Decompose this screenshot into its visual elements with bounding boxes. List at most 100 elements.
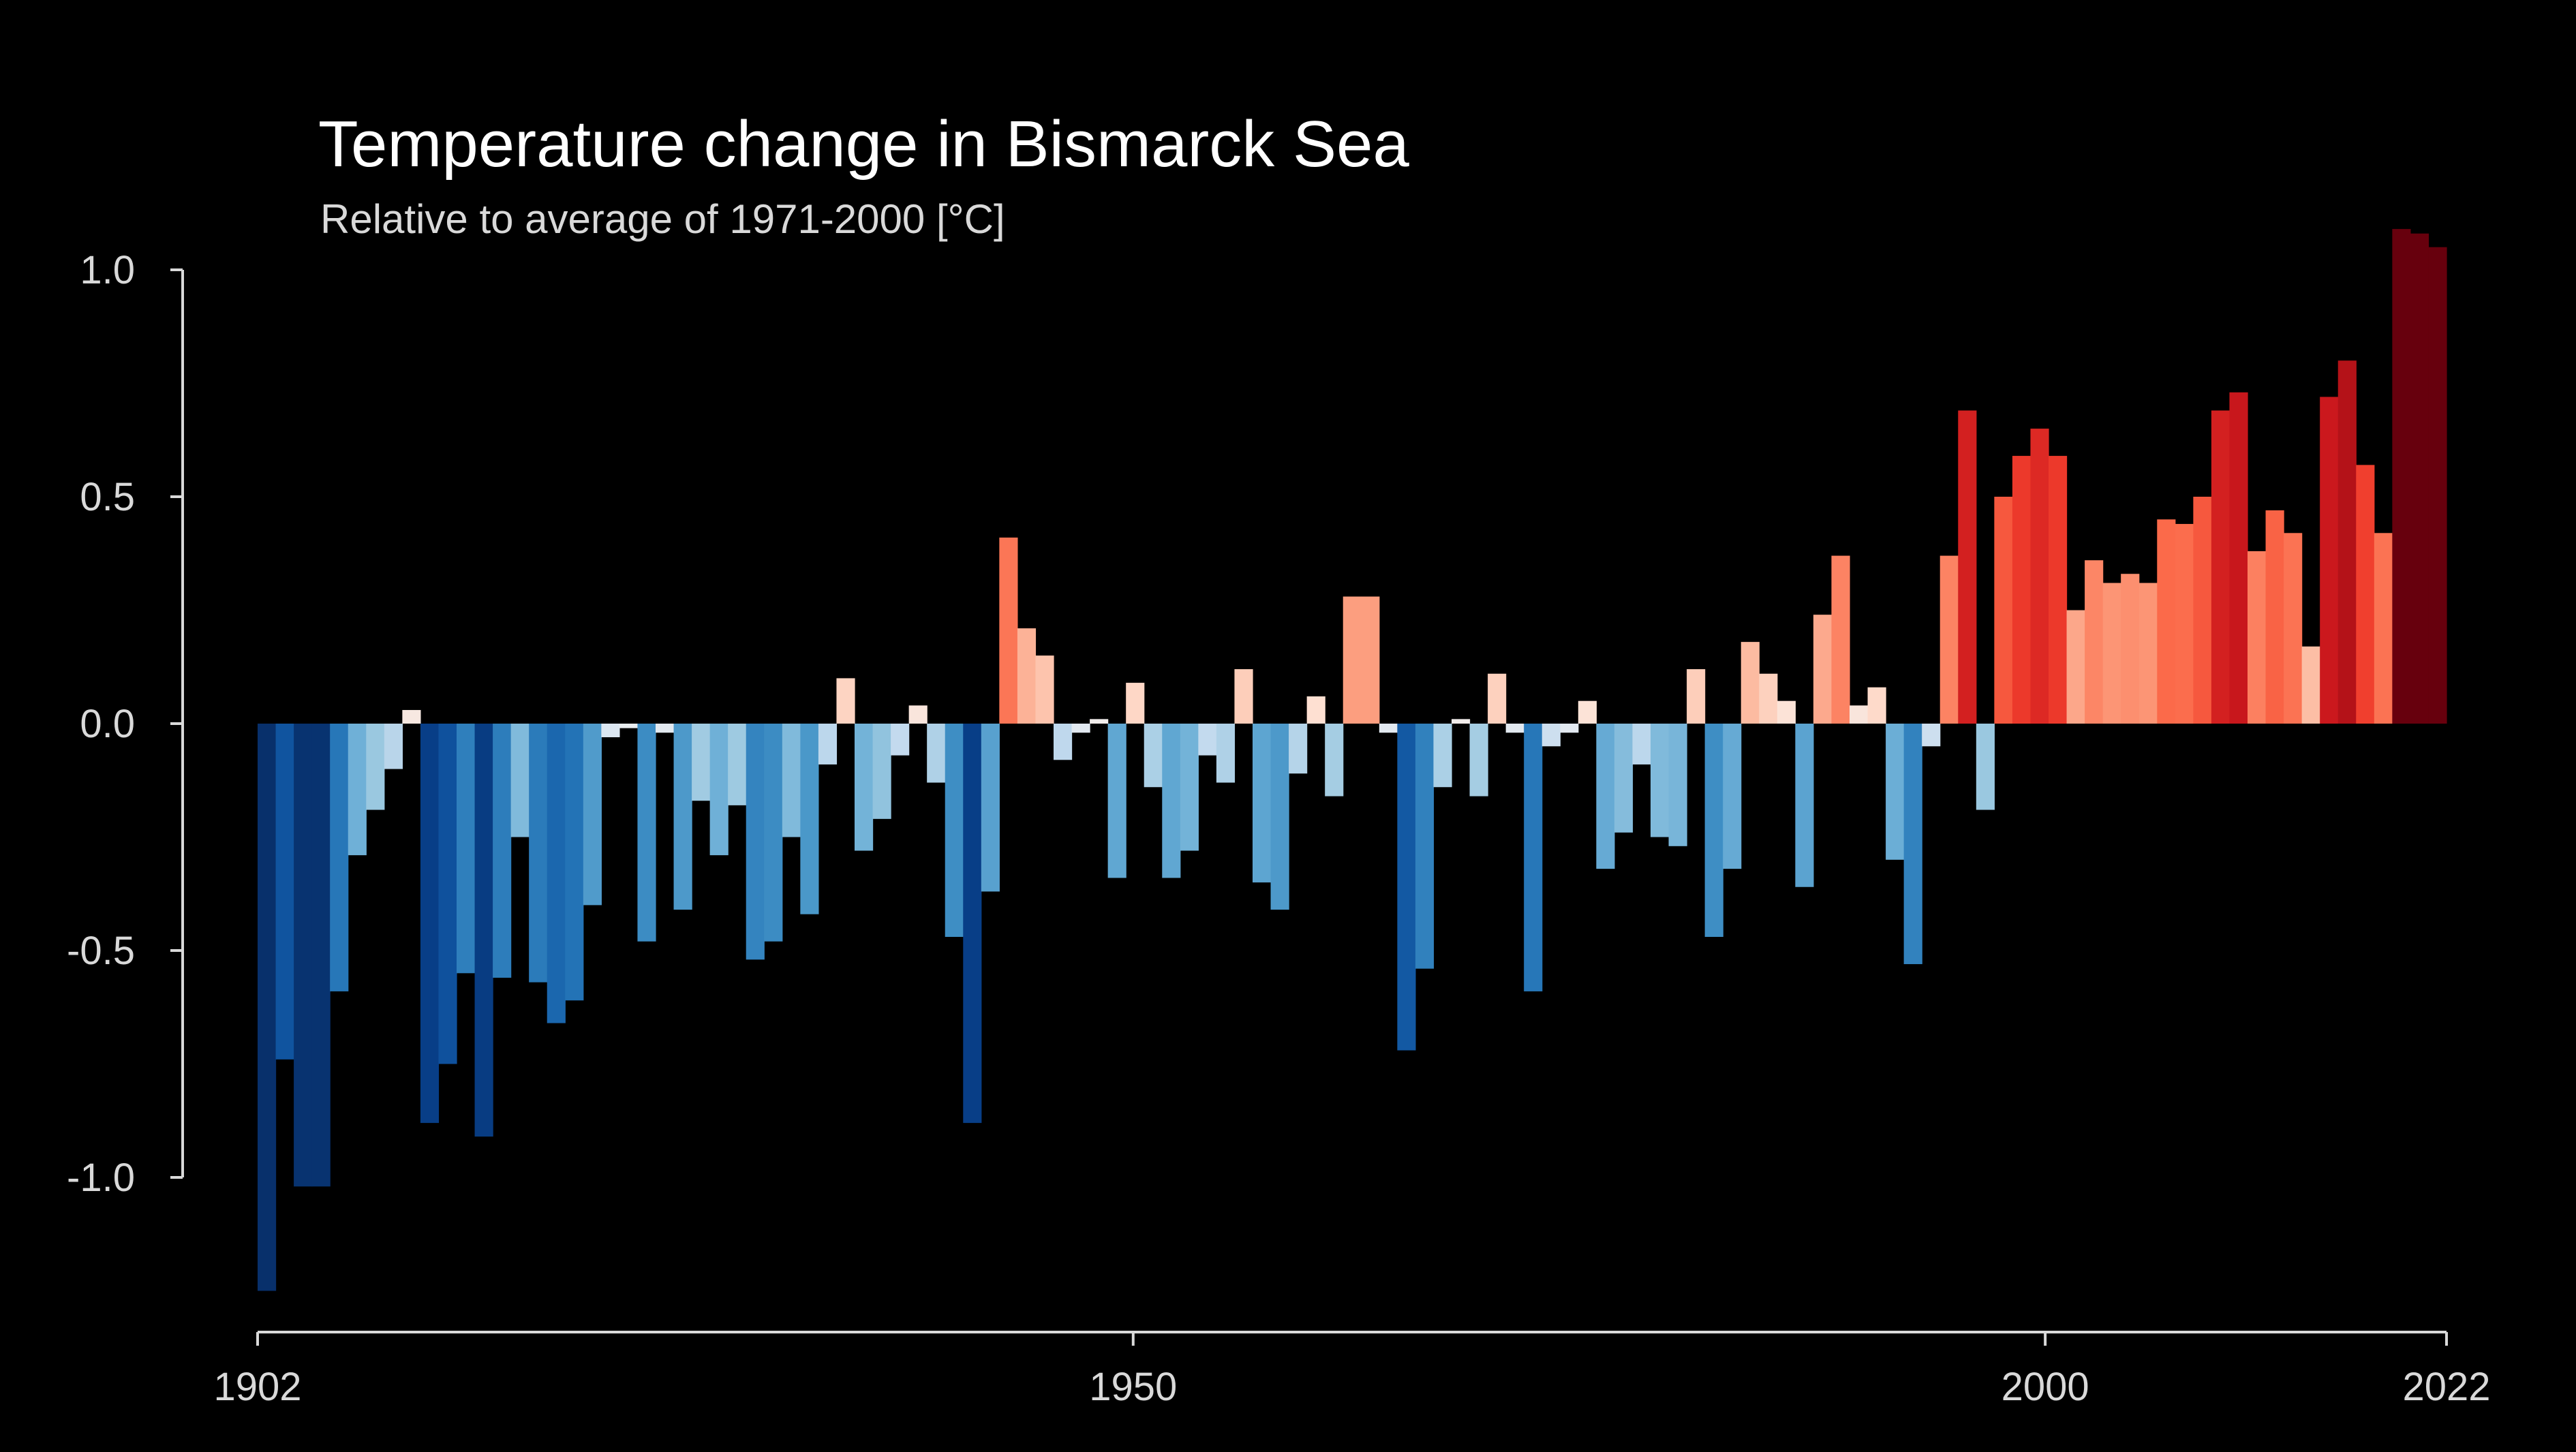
bar-1947 xyxy=(1071,724,1090,733)
bar-1985 xyxy=(1759,673,1778,724)
bar-1963 xyxy=(1361,596,1380,724)
bar-1933 xyxy=(818,724,838,764)
bar-1988 xyxy=(1813,615,1833,724)
bar-2011 xyxy=(2229,392,2248,724)
bar-1996 xyxy=(1958,410,1977,724)
bar-1984 xyxy=(1741,642,1760,724)
bar-1957 xyxy=(1253,724,1272,883)
bar-1956 xyxy=(1234,669,1253,724)
bar-1966 xyxy=(1415,724,1435,969)
bar-1972 xyxy=(1524,724,1543,991)
bar-1994 xyxy=(1922,724,1941,747)
bar-1960 xyxy=(1306,696,1325,724)
bar-1926 xyxy=(692,724,711,801)
bar-1908 xyxy=(366,724,385,810)
bar-1971 xyxy=(1505,724,1524,733)
bar-1958 xyxy=(1270,724,1289,910)
bar-1970 xyxy=(1488,673,1507,724)
bar-1993 xyxy=(1903,724,1922,964)
bar-1962 xyxy=(1343,596,1362,724)
bar-1954 xyxy=(1198,724,1217,756)
bar-1998 xyxy=(1994,497,2013,724)
bar-1924 xyxy=(656,724,675,733)
bar-2006 xyxy=(2138,583,2158,724)
bar-1921 xyxy=(601,724,620,737)
bar-1935 xyxy=(855,724,874,851)
bar-2007 xyxy=(2157,519,2176,724)
bar-1951 xyxy=(1144,724,1163,788)
bar-2000 xyxy=(2030,429,2049,724)
bar-1946 xyxy=(1054,724,1073,760)
bar-2002 xyxy=(2066,610,2085,724)
bar-2001 xyxy=(2049,456,2068,724)
bar-1975 xyxy=(1578,700,1597,724)
bar-1959 xyxy=(1289,724,1308,774)
bar-1915 xyxy=(493,724,512,978)
bar-1968 xyxy=(1452,719,1471,724)
y-tick-label: -0.5 xyxy=(67,929,135,973)
bar-1949 xyxy=(1107,724,1126,878)
bar-2022 xyxy=(2428,247,2447,724)
bar-1923 xyxy=(637,724,656,942)
bar-1974 xyxy=(1560,724,1579,733)
bar-2012 xyxy=(2248,551,2267,724)
x-axis: 1902 1950 2000 2022 xyxy=(213,1331,2491,1409)
bar-1977 xyxy=(1614,724,1634,833)
bar-1919 xyxy=(565,724,584,1001)
bar-1910 xyxy=(402,710,421,724)
bar-2021 xyxy=(2410,233,2429,724)
bar-1944 xyxy=(1017,628,1037,724)
bars-group xyxy=(258,229,2447,1291)
bar-1939 xyxy=(927,724,946,783)
bar-2017 xyxy=(2337,360,2357,724)
bar-1945 xyxy=(1035,655,1054,724)
bar-1961 xyxy=(1325,724,1344,797)
bar-1928 xyxy=(728,724,747,805)
bar-1997 xyxy=(1976,724,1995,810)
bar-1982 xyxy=(1704,724,1723,938)
bar-1940 xyxy=(945,724,964,938)
bar-1916 xyxy=(510,724,530,837)
bar-1937 xyxy=(891,724,910,756)
bar-1942 xyxy=(981,724,1000,892)
bar-1936 xyxy=(872,724,891,819)
bar-1913 xyxy=(457,724,476,974)
bar-2020 xyxy=(2392,229,2411,724)
x-tick-label: 2022 xyxy=(2402,1365,2490,1409)
bar-1904 xyxy=(294,724,313,1187)
bar-1948 xyxy=(1090,719,1109,724)
bar-2004 xyxy=(2102,583,2121,724)
bar-1909 xyxy=(384,724,403,769)
bar-1943 xyxy=(999,537,1018,724)
chart-subtitle: Relative to average of 1971-2000 [°C] xyxy=(320,196,1005,242)
bar-1955 xyxy=(1216,724,1236,783)
bar-1967 xyxy=(1433,724,1452,788)
bar-1965 xyxy=(1397,724,1416,1051)
bar-1980 xyxy=(1668,724,1687,846)
bar-2019 xyxy=(2374,533,2393,724)
bar-1907 xyxy=(348,724,367,856)
bar-1981 xyxy=(1687,669,1706,724)
bar-1930 xyxy=(764,724,783,942)
bar-1902 xyxy=(258,724,277,1291)
bar-1964 xyxy=(1379,724,1398,733)
bar-1905 xyxy=(311,724,331,1187)
bar-2013 xyxy=(2265,510,2284,724)
bar-2018 xyxy=(2356,465,2375,724)
x-tick-label: 1950 xyxy=(1089,1365,1177,1409)
bar-1906 xyxy=(330,724,349,991)
bar-1969 xyxy=(1469,724,1488,797)
bar-1986 xyxy=(1777,700,1796,724)
bar-1999 xyxy=(2012,456,2031,724)
bar-2016 xyxy=(2320,397,2339,724)
bar-1941 xyxy=(963,724,982,1124)
bar-2009 xyxy=(2193,497,2212,724)
bar-1992 xyxy=(1886,724,1905,860)
bar-1912 xyxy=(438,724,457,1064)
bar-1953 xyxy=(1180,724,1199,851)
bar-1952 xyxy=(1162,724,1181,878)
bar-1995 xyxy=(1939,555,1959,724)
bar-1917 xyxy=(529,724,548,983)
